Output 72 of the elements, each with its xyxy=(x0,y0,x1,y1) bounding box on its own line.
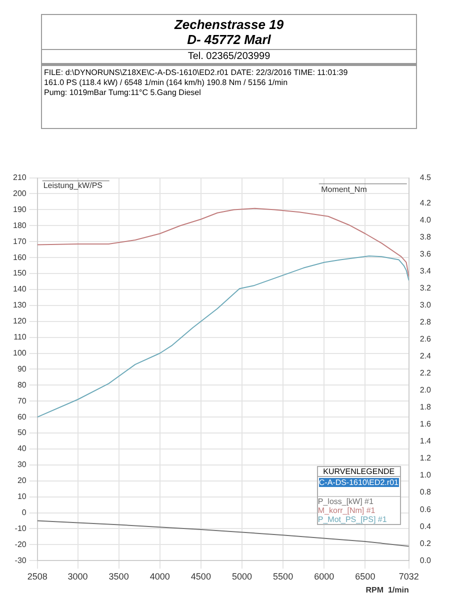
y-tick-label: 0 xyxy=(22,508,27,517)
y2-axis-title: Moment_Nm xyxy=(321,184,368,194)
y-tick-label: 90 xyxy=(17,364,27,374)
y2-tick-label: 3.0 xyxy=(420,300,432,310)
text: P_loss_[kW] #1 xyxy=(318,496,374,506)
y2-tick-label: 4.2 xyxy=(420,198,432,208)
y-tick-label: 130 xyxy=(12,300,27,310)
x-tick-label: 2508 xyxy=(27,571,48,582)
y2-tick-label: 0.4 xyxy=(420,522,432,531)
text: Zechenstrasse 19 xyxy=(173,17,285,32)
text: P_Mot_PS_[PS] #1 xyxy=(318,514,388,524)
x-axis-title: RPM 1/min xyxy=(366,585,409,594)
y2-tick-label: 1.2 xyxy=(420,454,432,463)
y-tick-label: 40 xyxy=(17,444,27,454)
y-tick-label: 200 xyxy=(12,188,27,198)
y2-tick-label: 0.8 xyxy=(420,488,432,497)
x-tick-label: 5500 xyxy=(273,571,294,582)
x-tick-label: 3500 xyxy=(108,571,129,582)
text: M_korr_[Nm] #1 xyxy=(318,506,376,515)
text: 161.0 PS (118.4 kW) / 6548 1/min (164 km/h) 190.8 Nm / 5156 1/min xyxy=(44,78,289,88)
x-tick-label: 7032 xyxy=(398,571,419,582)
text: Tel. 02365/203999 xyxy=(42,51,416,62)
y2-tick-label: 3.8 xyxy=(420,232,432,242)
y-tick-label: 170 xyxy=(12,236,27,246)
y2-tick-label: 0.6 xyxy=(420,504,432,514)
y2-tick-label: 3.4 xyxy=(420,266,432,276)
y-tick-label: 210 xyxy=(12,173,27,182)
annotation: C-A-DS-1610\ED2.r01 xyxy=(318,478,399,487)
x-tick-label: 6000 xyxy=(314,571,334,582)
y2-tick-label: 4.5 xyxy=(420,173,432,182)
x-tick-label: 3000 xyxy=(68,571,88,582)
y-tick-label: 110 xyxy=(14,332,27,342)
y-tick-label: 20 xyxy=(17,476,27,486)
y2-tick-label: 2.0 xyxy=(420,386,432,395)
x-tick-label: 4500 xyxy=(190,571,211,582)
y2-tick-label: 1.4 xyxy=(420,436,432,446)
y2-tick-label: 1.0 xyxy=(420,470,432,480)
y-tick-label: -10 xyxy=(14,524,27,533)
y-tick-label: 120 xyxy=(12,316,27,326)
y-tick-label: 150 xyxy=(12,268,27,278)
y-tick-label: 190 xyxy=(12,204,27,214)
y2-tick-label: 2.4 xyxy=(420,352,432,361)
legend-title: KURVENLEGENDE xyxy=(318,466,400,477)
y-tick-label: 30 xyxy=(17,460,27,470)
y-tick-label: -30 xyxy=(14,556,27,565)
x-tick-label: 6500 xyxy=(355,571,376,582)
y2-tick-label: 0.2 xyxy=(420,538,432,548)
text: D- 45772 Marl xyxy=(186,32,272,47)
y-tick-label: 180 xyxy=(12,220,27,230)
text: Pumg: 1019mBar Tumg:11°C 5.Gang Diesel xyxy=(44,88,202,98)
y-tick-label: 140 xyxy=(12,284,27,294)
y2-tick-label: 1.8 xyxy=(420,402,432,412)
y2-tick-label: 1.6 xyxy=(420,420,432,429)
y-tick-label: 70 xyxy=(17,396,27,406)
y2-tick-label: 2.2 xyxy=(420,368,432,378)
y-axis-title: Leistung_kW/PS xyxy=(43,180,102,190)
y-tick-label: 100 xyxy=(12,348,27,358)
y2-tick-label: 2.8 xyxy=(420,318,432,327)
x-tick-label: 5000 xyxy=(232,571,252,582)
y-tick-label: -20 xyxy=(14,540,27,549)
text: FILE: d:\DYNORUNS\Z18XE\C-A-DS-1610\ED2.r01 DATE: 22/3/2016 TIME: 11:01:39 xyxy=(44,68,349,78)
y2-tick-label: 0.0 xyxy=(420,556,432,565)
x-tick-label: 4000 xyxy=(150,571,170,582)
y2-tick-label: 2.6 xyxy=(420,334,432,344)
y2-tick-label: 3.6 xyxy=(420,250,432,259)
y2-tick-label: 3.2 xyxy=(420,284,432,293)
y-tick-label: 160 xyxy=(12,252,27,262)
y-tick-label: 60 xyxy=(17,412,27,422)
y-tick-label: 10 xyxy=(17,492,27,502)
y-tick-label: 50 xyxy=(17,428,27,438)
y-tick-label: 80 xyxy=(17,380,27,390)
y2-tick-label: 4.0 xyxy=(420,216,432,225)
